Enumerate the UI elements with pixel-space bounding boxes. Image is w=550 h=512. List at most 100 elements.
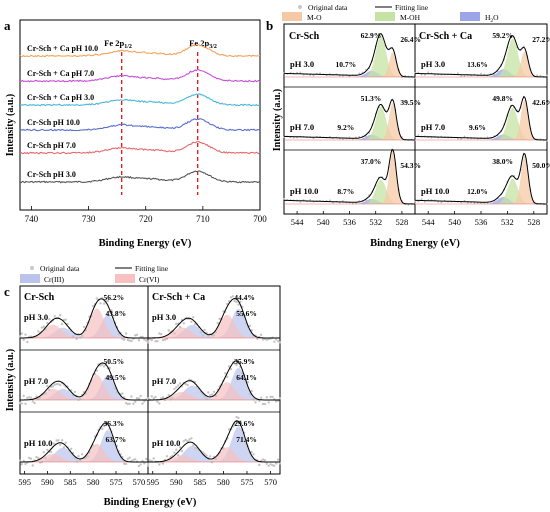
panel-c-data-point — [55, 439, 58, 442]
panel-c-data-point — [123, 462, 126, 465]
panel-c-percent-label: 50.5% — [103, 357, 124, 366]
panel-c-data-point — [160, 333, 163, 336]
panel-b-component-m-oh — [415, 107, 547, 140]
panel-c-data-point — [60, 439, 64, 442]
panel-c-data-point — [271, 464, 274, 467]
panel-b-ph-label: pH 7.0 — [421, 122, 445, 132]
panel-c-data-point — [205, 397, 208, 400]
panel-b-data-point — [414, 77, 416, 79]
panel-c-data-point — [46, 321, 49, 325]
legend-c-original-data-label: Original data — [40, 264, 80, 273]
panel-c-frame — [19, 285, 281, 475]
panel-c-col-title-1: Cr-Sch — [24, 292, 55, 303]
panel-c-tick-label: 595 — [18, 477, 31, 487]
legend-cr3-swatch — [20, 274, 40, 283]
legend-c-fitting-line-label: Fitting line — [135, 264, 169, 273]
panel-c-data-point — [276, 340, 280, 343]
panel-b-col-title-1: Cr-Sch — [289, 31, 320, 42]
panel-c-data-point — [37, 330, 40, 333]
panel-c-data-point — [44, 457, 47, 460]
panel-b-percent-label: 39.5% — [400, 98, 421, 107]
panel-c-data-point — [158, 463, 161, 466]
panel-c-data-point — [212, 390, 216, 394]
panel-c-satellite-component — [148, 327, 280, 338]
legend-cr6-label: Cr(VI) — [139, 275, 160, 284]
panel-b-percent-label: 49.8% — [492, 94, 513, 103]
panel-c-data-point — [235, 363, 238, 367]
panel-c-data-point — [152, 397, 155, 400]
panel-c-data-point — [126, 338, 130, 342]
panel-b-data-point — [329, 135, 331, 138]
panel-c-data-point — [51, 385, 55, 388]
panel-c-data-point — [192, 444, 195, 447]
panel-c-data-point — [235, 415, 238, 419]
panel-b-component-m-o — [415, 100, 547, 140]
panel-c-data-point — [38, 396, 42, 399]
panel-c-ph-label: pH 10.0 — [24, 438, 52, 448]
panel-b-percent-label: 27.2% — [532, 35, 550, 44]
panel-c-data-point — [275, 462, 278, 465]
panel-c-data-point — [165, 455, 169, 458]
panel-b-component-m-oh — [415, 178, 547, 204]
panel-c-data-point — [130, 339, 133, 343]
panel-b-ph-label: pH 10.0 — [290, 186, 318, 196]
panel-c-data-point — [77, 455, 80, 458]
panel-b-data-point — [546, 74, 548, 77]
panel-b-data-point — [460, 75, 463, 77]
panel-b-percent-label: 9.2% — [337, 123, 354, 132]
panel-a-peak-label-1: Fe 2p1/2 — [104, 38, 132, 50]
panel-b-percent-label: 8.7% — [337, 187, 354, 196]
panel-c-fit-line — [20, 422, 148, 463]
panel-b-tick-label: 532 — [369, 217, 382, 227]
panel-b-data-point — [433, 74, 436, 76]
panel-c-tick-label: 575 — [110, 477, 123, 487]
panel-b-fit-line — [284, 98, 415, 141]
panel-b-data-point — [457, 137, 459, 140]
panel-c-data-point — [46, 384, 49, 388]
panel-c-data-point — [113, 387, 117, 390]
panel-c-data-point — [180, 450, 184, 453]
panel-c-tick-label: 590 — [41, 477, 54, 487]
panel-b-ph-label: pH 7.0 — [290, 122, 314, 132]
panel-c-data-point — [188, 438, 191, 441]
panel-c-fit-line — [148, 360, 280, 401]
panel-b-data-point — [299, 201, 302, 203]
panel-c-data-point — [146, 340, 150, 343]
panel-c-data-point — [273, 340, 276, 343]
panel-c-data-point — [86, 455, 89, 458]
panel-b-percent-label: 59.2% — [492, 31, 513, 40]
panel-c-data-point — [145, 457, 148, 461]
panel-c-data-point — [161, 338, 165, 342]
panel-c-data-point — [267, 464, 270, 467]
panel-c-component-cr3 — [20, 375, 148, 400]
panel-b-data-point — [417, 134, 420, 137]
panel-b-data-point — [329, 199, 331, 202]
panel-b-ph-label: pH 10.0 — [421, 186, 449, 196]
panel-c-data-point — [252, 453, 255, 456]
panel-c-percent-label: 49.5% — [105, 373, 126, 382]
panel-c-data-point — [184, 382, 187, 386]
panel-a-series-label: Cr-Sch + Ca pH 10.0 — [27, 44, 98, 53]
panel-c-data-point — [132, 402, 135, 405]
panel-b-percent-label: 51.3% — [361, 94, 382, 103]
panel-c-data-point — [261, 458, 265, 461]
panel-b-data-point — [414, 200, 416, 203]
panel-c-tick-label: 585 — [64, 477, 77, 487]
panel-c-data-point — [265, 396, 268, 399]
panel-c-data-point — [91, 305, 95, 308]
panel-c-data-point — [126, 457, 130, 461]
panel-c-data-point — [102, 425, 106, 428]
panel-c-data-point — [126, 402, 130, 406]
panel-c-data-point — [106, 299, 110, 303]
panel-c-data-point — [139, 394, 142, 398]
panel-c-data-point — [42, 451, 45, 454]
panel-c-data-point — [99, 364, 102, 367]
panel-b-data-point — [299, 71, 302, 74]
panel-c-data-point — [267, 401, 270, 404]
panel-c-data-point — [37, 456, 40, 460]
panel-b-data-point — [473, 202, 476, 204]
panel-c-data-point — [117, 332, 120, 336]
panel-c-data-point — [51, 442, 55, 445]
panel-c-percent-label: 56.2% — [103, 293, 124, 302]
panel-a-series-label: Cr-Sch pH 7.0 — [27, 141, 76, 150]
